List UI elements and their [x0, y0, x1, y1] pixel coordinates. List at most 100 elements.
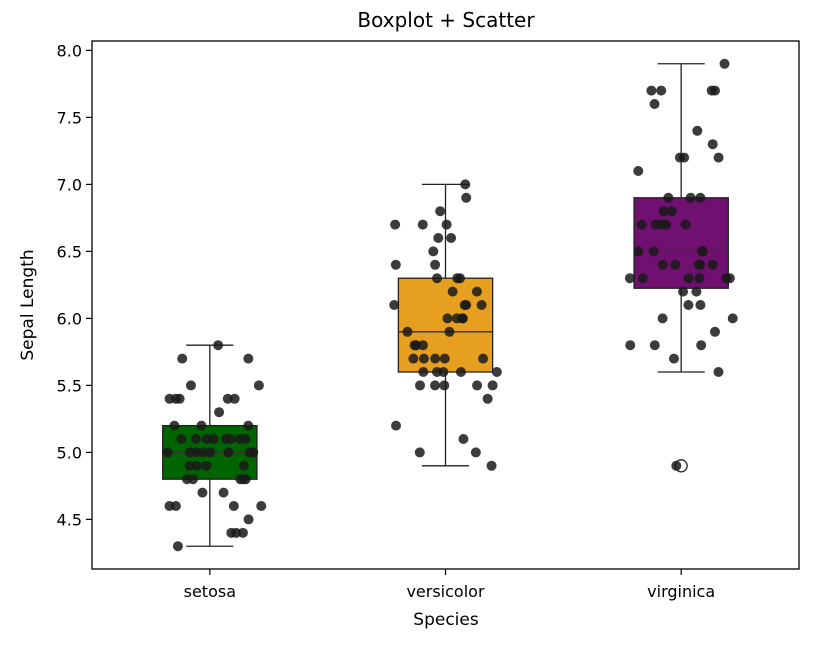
scatter-point: [724, 273, 735, 284]
scatter-point: [454, 273, 465, 284]
plot-area: [162, 58, 738, 552]
scatter-point: [625, 340, 636, 351]
scatter-point: [243, 420, 254, 431]
scatter-point: [486, 460, 497, 471]
scatter-point: [670, 259, 681, 270]
scatter-point: [218, 487, 229, 498]
scatter-point: [228, 501, 239, 512]
scatter-point: [208, 434, 219, 445]
scatter-point: [417, 340, 428, 351]
scatter-point: [162, 447, 173, 458]
y-axis: 4.5 5.0 5.5 6.0 6.5 7.0 7.5 8.0: [57, 41, 92, 529]
scatter-point: [192, 460, 203, 471]
scatter-point: [691, 286, 702, 297]
scatter-point: [418, 353, 429, 364]
scatter-point: [447, 286, 458, 297]
scatter-point: [692, 125, 703, 136]
x-tick-label: virginica: [647, 582, 715, 601]
scatter-point: [696, 246, 707, 257]
scatter-point: [177, 353, 188, 364]
scatter-point: [727, 313, 738, 324]
scatter-point: [418, 367, 429, 378]
y-tick-label: 7.5: [57, 108, 82, 127]
scatter-point: [470, 447, 481, 458]
scatter-point: [624, 273, 635, 284]
scatter-point: [240, 474, 251, 485]
scatter-point: [164, 501, 175, 512]
scatter-point: [223, 447, 234, 458]
scatter-point: [455, 367, 466, 378]
scatter-point: [170, 393, 181, 404]
scatter-point: [444, 326, 455, 337]
scatter-point: [646, 85, 657, 96]
scatter-point: [663, 192, 674, 203]
scatter-point: [243, 514, 254, 525]
scatter-point: [706, 85, 717, 96]
x-tick-label: versicolor: [406, 582, 484, 601]
scatter-point: [657, 259, 668, 270]
scatter-point: [695, 259, 706, 270]
scatter-point: [695, 300, 706, 310]
scatter-point: [459, 300, 470, 310]
box-virginica: [633, 63, 729, 473]
y-tick-label: 5.0: [57, 443, 82, 462]
y-tick-label: 6.0: [57, 309, 82, 328]
x-tick-label: setosa: [184, 582, 236, 601]
scatter-point: [446, 232, 457, 243]
scatter-setosa: [162, 340, 267, 552]
scatter-point: [649, 340, 660, 351]
scatter-point: [696, 340, 707, 351]
scatter-point: [637, 273, 648, 284]
scatter-point: [433, 232, 444, 243]
scatter-point: [196, 420, 207, 431]
scatter-point: [666, 206, 677, 217]
scatter-point: [461, 192, 472, 203]
scatter-point: [184, 460, 195, 471]
scatter-point: [201, 460, 212, 471]
scatter-point: [253, 380, 264, 391]
scatter-point: [694, 273, 705, 284]
scatter-point: [389, 300, 400, 310]
scatter-point: [417, 219, 428, 230]
scatter-point: [432, 273, 443, 284]
scatter-virginica: [624, 58, 738, 471]
scatter-point: [169, 420, 180, 431]
scatter-point: [476, 300, 487, 310]
scatter-point: [390, 219, 401, 230]
scatter-point: [648, 246, 659, 257]
scatter-versicolor: [389, 179, 502, 471]
scatter-point: [415, 380, 426, 391]
y-axis-label: Sepal Length: [18, 249, 38, 360]
scatter-point: [680, 219, 691, 230]
scatter-point: [709, 326, 720, 337]
scatter-point: [633, 165, 644, 176]
scatter-point: [657, 313, 668, 324]
scatter-point: [243, 353, 254, 364]
scatter-point: [472, 380, 483, 391]
scatter-point: [428, 246, 439, 257]
scatter-point: [430, 259, 441, 270]
scatter-point: [430, 353, 441, 364]
scatter-point: [222, 393, 233, 404]
scatter-point: [256, 501, 267, 512]
scatter-point: [435, 206, 446, 217]
scatter-point: [229, 393, 240, 404]
scatter-point: [674, 152, 685, 163]
scatter-point: [390, 259, 401, 270]
scatter-point: [414, 447, 425, 458]
scatter-point: [650, 219, 661, 230]
scatter-point: [451, 313, 462, 324]
scatter-point: [491, 367, 502, 378]
scatter-point: [213, 340, 224, 351]
scatter-point: [668, 353, 679, 364]
scatter-point: [487, 380, 498, 391]
y-tick-label: 4.5: [57, 510, 82, 529]
scatter-point: [205, 447, 216, 458]
scatter-point: [430, 380, 441, 391]
scatter-point: [707, 259, 718, 270]
y-tick-label: 7.0: [57, 175, 82, 194]
scatter-point: [238, 460, 249, 471]
scatter-point: [240, 434, 251, 445]
scatter-point: [214, 407, 225, 418]
